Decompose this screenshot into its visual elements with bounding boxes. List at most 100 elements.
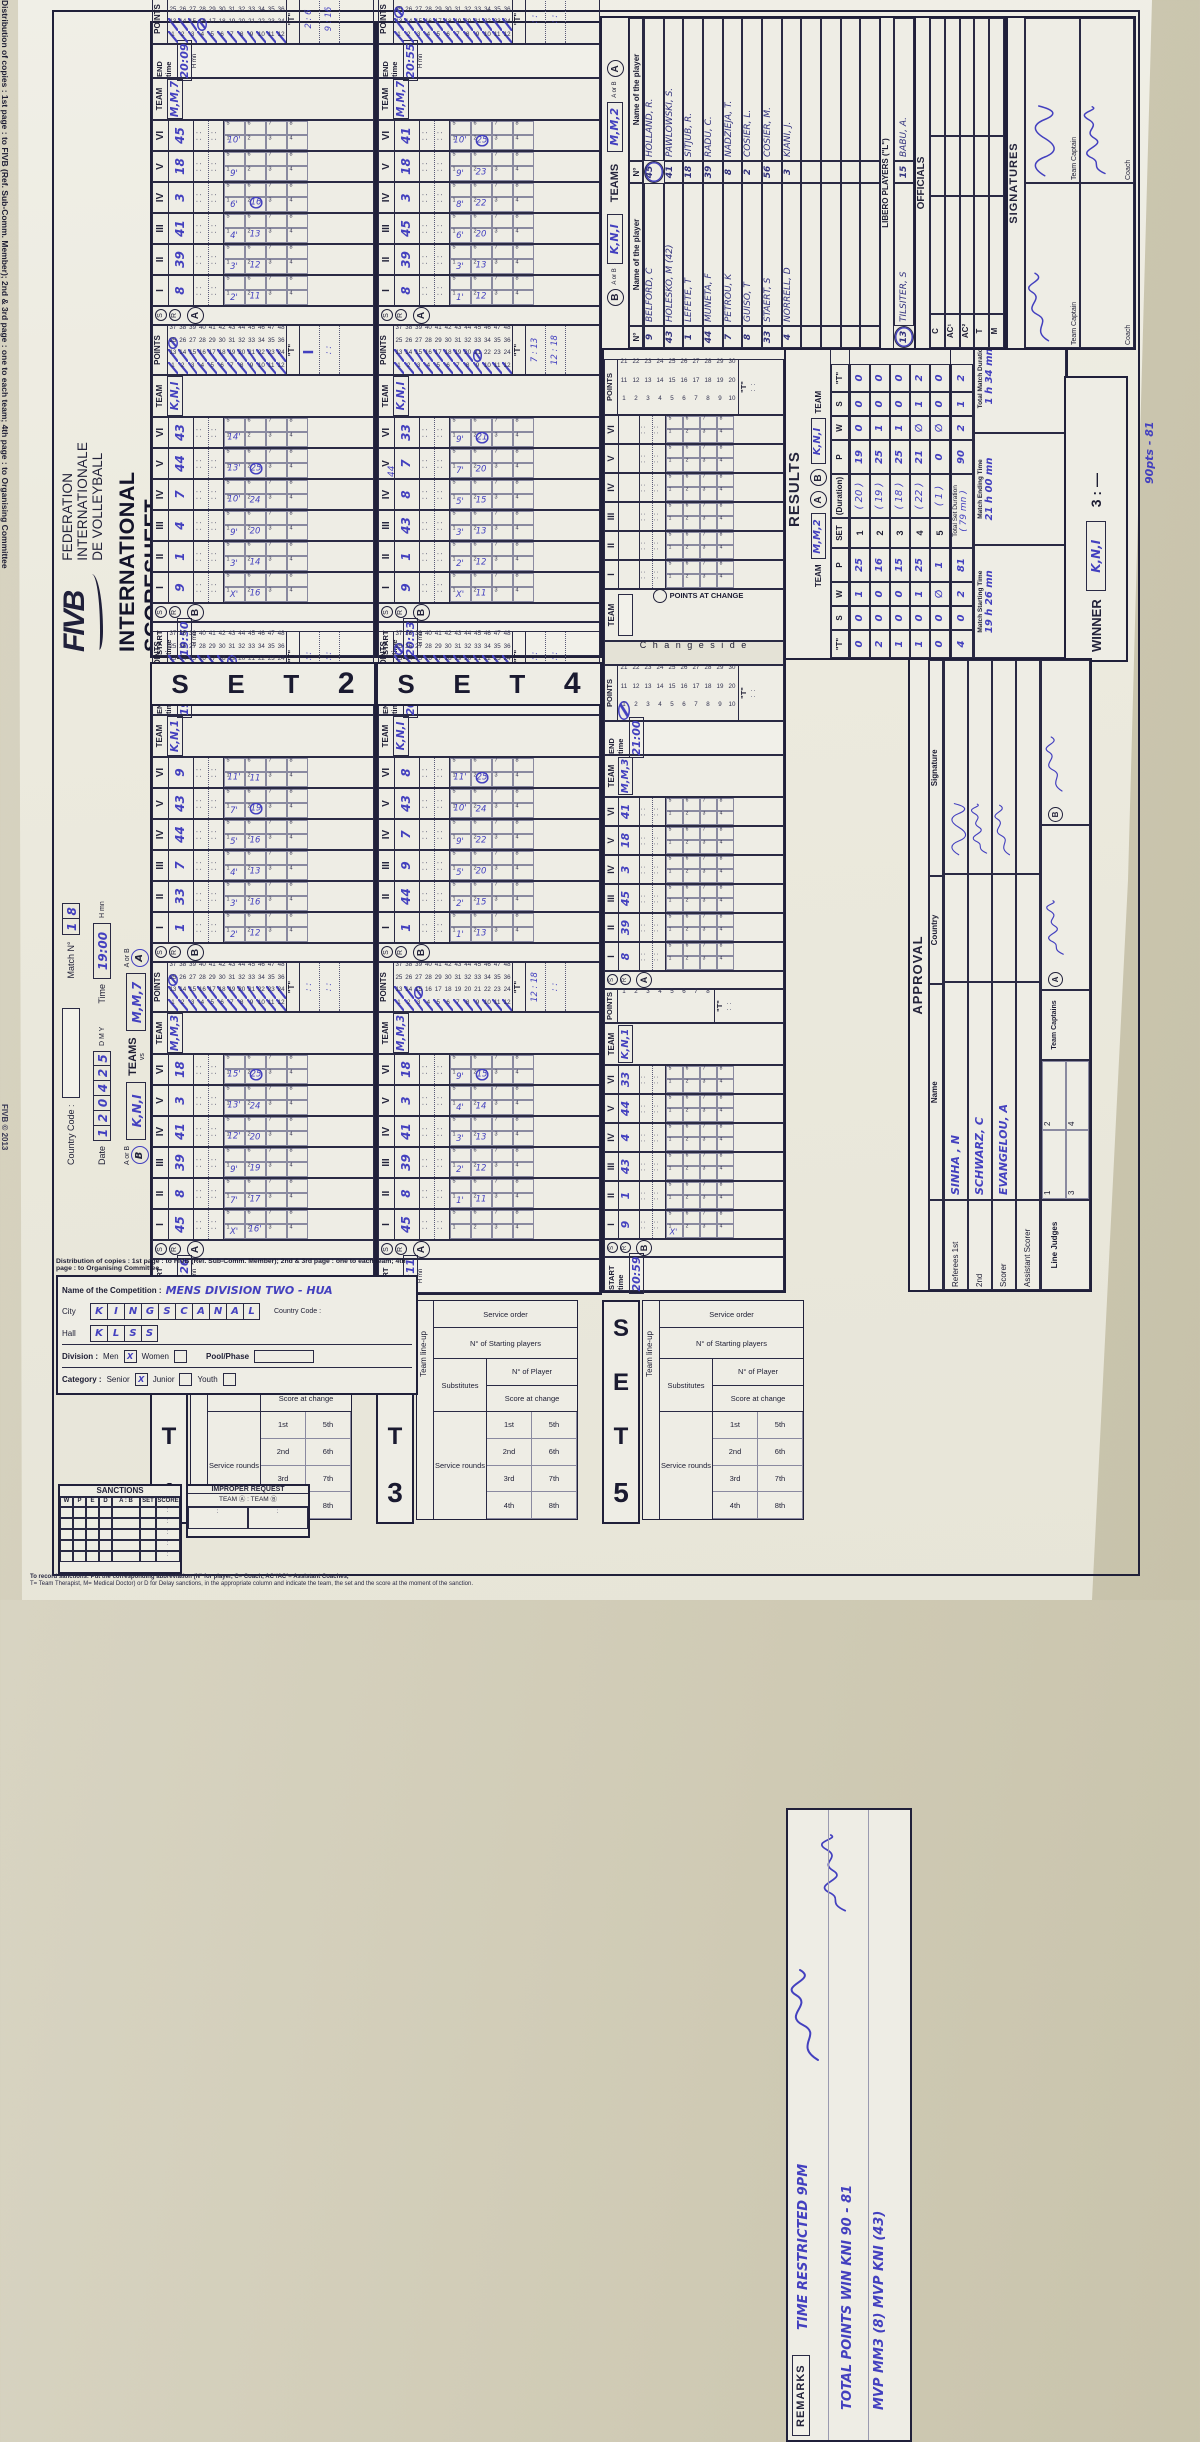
set1-right-round-row: 2 16 6 — [245, 820, 266, 849]
set4-left-round-corner: 4 — [515, 432, 519, 439]
set5-left-rcorner: 6 — [685, 1094, 689, 1101]
roster-a-no — [840, 161, 861, 183]
set1-right-round-cell: 4 — [287, 927, 308, 942]
set4-left-round-row: 2 11 6 — [471, 573, 492, 602]
set4-left-round-cell: 7 — [492, 418, 513, 433]
tally-num: 5 — [433, 998, 444, 1011]
set2-left-round-corner: 3 — [268, 432, 272, 439]
roster-a-name: HOLLAND, R. — [644, 18, 664, 161]
set2-left-sub-row1: : : — [194, 542, 209, 571]
tally-num: 29 — [208, 973, 216, 981]
set1-left-round-value: 12' — [227, 1131, 241, 1142]
tally-num: 32 — [238, 336, 246, 344]
set1-right-starting-number: 44 — [169, 820, 194, 849]
set4-right-lineup-value: 41 — [399, 127, 413, 144]
set3-left-round-value: 15 — [476, 1069, 488, 1080]
set5-after-rcell: 4 — [717, 487, 734, 501]
tally-num: 9 — [246, 361, 257, 374]
set1-left-round-corner: 7 — [268, 1054, 272, 1061]
set4-right-round-cell: 8 — [513, 245, 534, 260]
set4-left-round-cell: 7 — [492, 449, 513, 464]
set3-left-round-cell: 8 — [513, 1148, 534, 1163]
sanctions-title: SANCTIONS — [60, 1486, 180, 1497]
set2-right-round-corner: 5 — [226, 151, 230, 158]
tally-num: 45 — [248, 961, 256, 968]
tally-num: 15 — [413, 18, 424, 31]
tally-num: 4 — [423, 361, 434, 374]
teams-vs-label: TEAMS vs — [127, 1037, 146, 1076]
set2-right-sub-row1: : : — [194, 245, 209, 274]
set1-right-round-cell: 2 12 — [245, 927, 266, 942]
tally-num: 39 — [415, 630, 423, 637]
results-value-t2: 0 — [934, 374, 945, 382]
set5-mid-rcell: 1 — [666, 956, 683, 970]
set2-right-round-value: 13 — [249, 229, 261, 240]
set2-left-round-corner: 4 — [289, 525, 293, 532]
set3-left-round-value: 13 — [475, 1132, 487, 1143]
set3-right-round-corner: 5 — [452, 788, 456, 795]
set2-left-round-cell: 4 — [287, 525, 308, 540]
set2-left-round-row: 1 13' 5 — [224, 449, 245, 478]
set2-left-round-corner: 7 — [268, 448, 272, 455]
set1-left-round-cell: 1 13' — [224, 1100, 245, 1115]
results-value-t2: 2 — [914, 374, 925, 382]
tally-num: 1 — [168, 998, 178, 1011]
set4-right-round-corner: 6 — [473, 151, 477, 158]
set5-after-team-label: TEAM — [607, 603, 616, 627]
set1-left-round-cell: 7 — [266, 1055, 287, 1070]
set5-after-rcell: 1 — [666, 487, 683, 501]
set5-mid-rcell: 6 — [683, 855, 700, 870]
officials-country — [930, 136, 945, 196]
sanction-cell — [73, 1507, 86, 1518]
results-value-w: ∅ — [934, 589, 945, 599]
set5-mid-rcorner: 3 — [702, 926, 706, 933]
set4-right-round-corner: 4 — [515, 166, 519, 173]
set5-mid-rcell: 4 — [717, 956, 734, 970]
set2-right-rounds: 1 4' 5 2 13 6 3 7 4 8 — [224, 214, 308, 243]
tally-row: 25 26 27 28 29 30 31 32 33 34 35 36 — [168, 6, 286, 19]
set5-after-rcorner: 7 — [702, 444, 706, 451]
women-checkbox — [174, 1349, 187, 1363]
match-no-label: Match N° — [66, 941, 76, 979]
set-label-number: 2 — [337, 667, 355, 700]
set2-right-round-cell: 5 — [224, 245, 245, 260]
results-cell-p2: 0 — [930, 440, 950, 474]
set4-right-round-corner: 3 — [494, 135, 498, 142]
set5-left-rcorner: 5 — [668, 1123, 672, 1130]
set5-after-rcell: 6 — [683, 531, 700, 546]
set5-points30-col: POINTS 21 22 23 24 25 26 27 28 29 30 11 12 13 14 15 16 17… — [604, 664, 784, 721]
set5-mid-rcorner: 2 — [685, 868, 689, 875]
set3-right-round-cell: 5 — [450, 913, 471, 928]
set2-right-sub-row2: : : — [209, 183, 224, 212]
results-cell-p: 25 — [850, 548, 870, 582]
set5-left-rcorner: 4 — [719, 1107, 723, 1114]
results-value-t: 0 — [934, 640, 945, 648]
n-player-label: N° of Player — [487, 1359, 577, 1386]
set3-left-round-row: 1 2' 5 — [450, 1148, 471, 1177]
set4-right-round-corner: 3 — [494, 166, 498, 173]
set2-left-points-label: POINTS — [153, 326, 168, 374]
set1-left-round-cell: 3 — [266, 1069, 287, 1084]
set4-left-round-corner: 3 — [494, 494, 498, 501]
set1-right-sub-row1: : : — [194, 789, 209, 818]
tally-num: 17 — [433, 18, 444, 31]
approval-role: 2nd — [968, 1200, 992, 1290]
results-times-row: Match Starting Time 19 h 26 mn Match Endin… — [973, 319, 1066, 658]
set1-right-starting-number: 33 — [169, 882, 194, 911]
round-ordinal: 7th — [306, 1465, 351, 1492]
results-cell-t2: 2 — [910, 364, 930, 392]
tally-num: 5 — [670, 988, 674, 995]
results-cell-p2: 25 — [890, 440, 910, 474]
set5-after-rcorner: 2 — [685, 428, 689, 435]
approval-row-3: Assistant Scorer — [1016, 660, 1040, 1290]
results-cell-t2: 0 — [850, 364, 870, 392]
set5-after-rcorner: 5 — [668, 473, 672, 480]
